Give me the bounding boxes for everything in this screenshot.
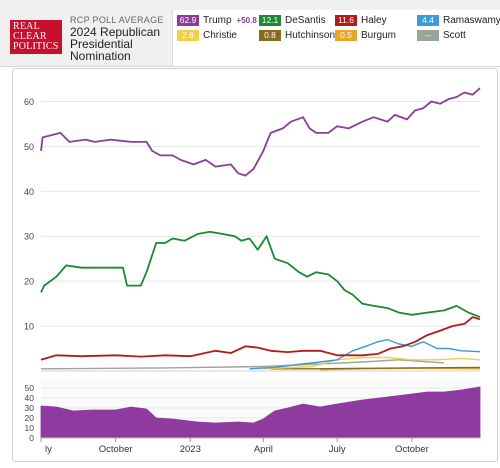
spread-y-tick-label: 10 <box>25 423 35 433</box>
y-tick-label: 50 <box>24 142 34 152</box>
series-line-christie[interactable] <box>263 356 481 370</box>
legend-value-badge: 0.5 <box>335 30 357 41</box>
legend-name: Hutchinson <box>285 30 336 41</box>
candidate-legend: 62.9 Trump +50.8 12.1 DeSantis 11.6 Haley 4.… <box>172 10 500 66</box>
x-tick-label: October <box>395 444 429 455</box>
x-axis-ticks: ly October 2023 April July October <box>40 438 429 455</box>
y-tick-label: 20 <box>24 277 34 287</box>
spread-y-tick-label: 0 <box>29 433 34 443</box>
legend-name: Scott <box>443 30 466 41</box>
legend-name: Christie <box>203 30 237 41</box>
header-bar: REAL CLEAR POLITICS RCP POLL AVERAGE 202… <box>0 0 500 67</box>
series-lines <box>40 87 481 371</box>
spread-y-tick-label: 30 <box>25 403 35 413</box>
site-logo[interactable]: REAL CLEAR POLITICS <box>10 20 62 54</box>
y-tick-label: 40 <box>24 187 34 197</box>
legend-item-scott[interactable]: -- Scott <box>417 30 466 42</box>
legend-value-badge: 0.8 <box>259 30 281 41</box>
legend-value-badge: 2.6 <box>177 30 199 41</box>
y-tick-label: 60 <box>24 97 34 107</box>
logo-line-3: POLITICS <box>13 41 59 52</box>
legend-name: Ramaswamy <box>443 15 500 26</box>
series-line-trump[interactable] <box>40 87 481 177</box>
legend-value-badge: 12.1 <box>259 15 281 26</box>
legend-item-hutchinson[interactable]: 0.8 Hutchinson <box>259 30 335 42</box>
legend-value-badge: 62.9 <box>177 15 199 26</box>
y-axis-ticks: 10 20 30 40 50 60 <box>24 97 34 332</box>
series-line-scott[interactable] <box>40 359 445 370</box>
spread-y-tick-label: 50 <box>25 383 35 393</box>
x-tick-label: October <box>99 444 133 455</box>
legend-name: Trump <box>203 15 232 26</box>
legend-item-burgum[interactable]: 0.5 Burgum <box>335 30 396 42</box>
x-tick-label: 2023 <box>180 444 201 455</box>
legend-value-badge: -- <box>417 30 439 41</box>
legend-name: DeSantis <box>285 15 326 26</box>
logo-line-2: CLEAR <box>13 31 47 42</box>
logo-line-1: REAL <box>13 21 40 32</box>
spread-area[interactable] <box>40 386 481 439</box>
legend-name: Haley <box>361 15 387 26</box>
spread-y-tick-label: 40 <box>25 393 35 403</box>
legend-item-haley[interactable]: 11.6 Haley <box>335 15 387 27</box>
series-line-desantis[interactable] <box>40 230 481 318</box>
grid-lines <box>41 100 480 372</box>
x-tick-label: ly <box>45 444 52 455</box>
y-tick-label: 10 <box>24 322 34 332</box>
chart-frame: 10 20 30 40 50 60 0 10 20 30 40 50 ly October 2023 Ap… <box>12 68 498 462</box>
legend-item-christie[interactable]: 2.6 Christie <box>177 30 237 42</box>
spread-y-tick-label: 20 <box>25 413 35 423</box>
legend-name: Burgum <box>361 30 397 41</box>
legend-value-badge: 4.4 <box>417 15 439 26</box>
series-line-ramaswamy[interactable] <box>249 338 481 370</box>
x-tick-label: July <box>329 444 346 455</box>
legend-item-desantis[interactable]: 12.1 DeSantis <box>259 15 326 27</box>
y-tick-label: 30 <box>24 232 34 242</box>
series-line-haley[interactable] <box>40 316 481 361</box>
series-line-hutchinson[interactable] <box>270 366 481 370</box>
legend-item-ramaswamy[interactable]: 4.4 Ramaswamy <box>417 15 500 27</box>
legend-item-trump[interactable]: 62.9 Trump +50.8 <box>177 15 257 27</box>
page-title: 2024 Republican Presidential Nomination <box>70 25 161 63</box>
legend-spread: +50.8 <box>236 16 257 25</box>
x-tick-label: April <box>254 444 273 455</box>
poll-average-label: RCP POLL AVERAGE <box>70 15 164 25</box>
legend-value-badge: 11.6 <box>335 15 357 26</box>
